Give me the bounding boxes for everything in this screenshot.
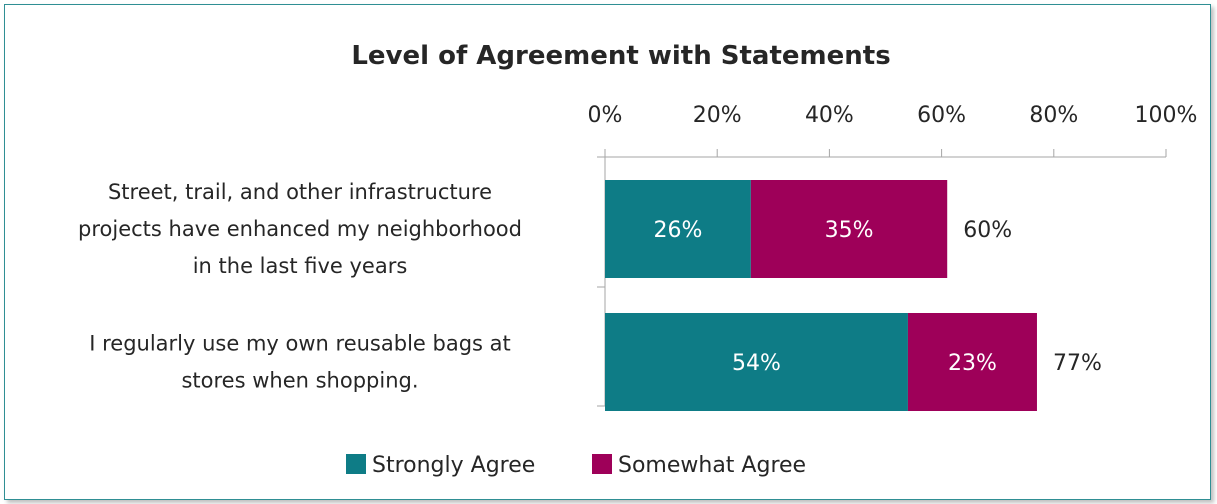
category-label-line: Street, trail, and other infrastructure	[108, 180, 492, 204]
legend-label-strongly-agree: Strongly Agree	[372, 453, 535, 478]
legend-swatch-strongly-agree	[346, 454, 366, 474]
bars: 26% 35% 60% 54% 23% 77%	[605, 180, 1102, 411]
category-labels: Street, trail, and other infrastructure p…	[78, 180, 522, 393]
category-label-line: stores when shopping.	[181, 369, 418, 393]
category-label-line: I regularly use my own reusable bags at	[89, 332, 511, 356]
bar-total-label: 60%	[963, 218, 1012, 243]
legend-swatch-somewhat-agree	[592, 454, 612, 474]
x-tick-label: 0%	[588, 103, 623, 128]
bar-value-label: 23%	[948, 351, 997, 376]
x-tick-label: 60%	[917, 103, 966, 128]
x-tick-label: 80%	[1029, 103, 1078, 128]
y-axis	[597, 156, 606, 407]
bar-segment	[605, 313, 908, 411]
bar-total-label: 77%	[1053, 351, 1102, 376]
x-tick-label: 40%	[805, 103, 854, 128]
bar-value-label: 35%	[825, 218, 874, 243]
x-axis: 0% 20% 40% 60% 80% 100%	[588, 103, 1198, 158]
bar-value-label: 54%	[732, 351, 781, 376]
legend: Strongly Agree Somewhat Agree	[346, 453, 806, 478]
category-label-line: projects have enhanced my neighborhood	[78, 217, 522, 241]
category-label-line: in the last five years	[193, 254, 408, 278]
x-tick-label: 100%	[1135, 103, 1198, 128]
bar-segment	[750, 180, 948, 278]
chart-title: Level of Agreement with Statements	[351, 41, 890, 71]
x-tick-label: 20%	[693, 103, 742, 128]
bar-value-label: 26%	[653, 218, 702, 243]
legend-label-somewhat-agree: Somewhat Agree	[618, 453, 806, 478]
bar-segment	[907, 313, 1037, 411]
bar-segment	[605, 180, 751, 278]
